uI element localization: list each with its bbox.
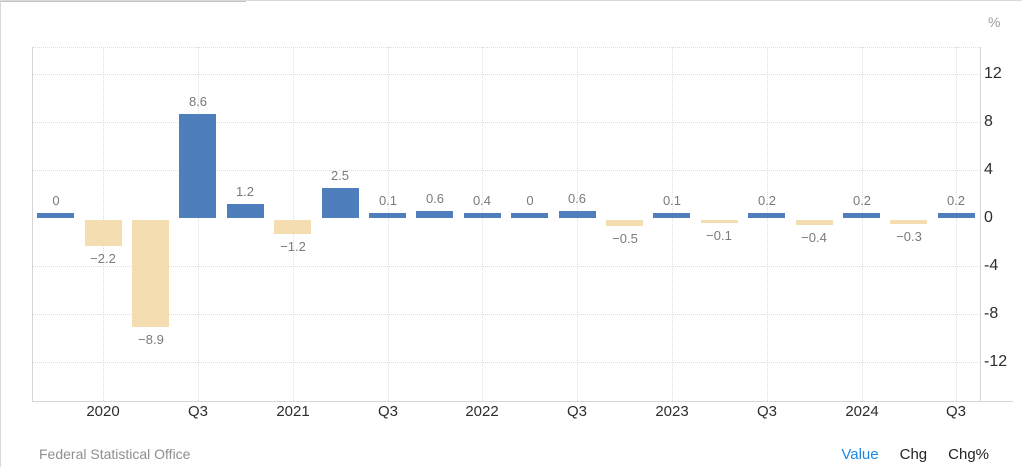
gridline-horizontal	[32, 362, 980, 363]
gridline-horizontal	[32, 122, 980, 123]
bar[interactable]	[748, 213, 785, 218]
toggle-chg-percent[interactable]: Chg%	[948, 445, 989, 463]
bar[interactable]	[369, 213, 406, 218]
gridline-vertical	[482, 47, 483, 401]
bar[interactable]	[227, 204, 264, 218]
bar-value-label: 8.6	[188, 94, 208, 109]
source-attribution: Federal Statistical Office	[39, 446, 191, 462]
x-axis-tick-label: Q3	[756, 403, 777, 420]
bar-value-label: −2.2	[90, 251, 116, 266]
toggle-chg[interactable]: Chg	[899, 445, 928, 463]
gridline-horizontal	[32, 314, 980, 315]
bar-value-label: 0.1	[378, 193, 398, 208]
gridline-vertical	[198, 47, 199, 401]
bar-value-label: 0.6	[567, 191, 587, 206]
bar-value-label: 2.5	[330, 168, 350, 183]
gridline-vertical	[672, 47, 673, 401]
bar-value-label: 0	[52, 193, 60, 208]
y-axis-unit-label: %	[988, 14, 1001, 30]
gridline-vertical	[388, 47, 389, 401]
x-axis-tick-label: Q3	[566, 403, 587, 420]
bar[interactable]	[322, 188, 359, 218]
bar-value-label: 0	[526, 193, 534, 208]
gridline-vertical	[577, 47, 578, 401]
x-axis-tick-label: 2024	[845, 403, 879, 420]
gridline-horizontal	[32, 266, 980, 267]
bar-value-label: 0.2	[852, 193, 872, 208]
x-axis-tick-label: 2023	[655, 403, 689, 420]
bar-value-label: −0.1	[706, 228, 732, 243]
x-axis-line	[32, 401, 1013, 402]
top-accent-line	[1, 1, 246, 2]
x-axis-tick-label: 2021	[276, 403, 310, 420]
toggle-value[interactable]: Value	[841, 445, 879, 463]
bar[interactable]	[37, 213, 74, 218]
x-axis-tick-label: Q3	[187, 403, 208, 420]
bar-value-label: −1.2	[280, 239, 306, 254]
gridline-horizontal	[32, 74, 980, 75]
bar[interactable]	[796, 220, 833, 225]
x-axis-tick-label: 2020	[86, 403, 120, 420]
gridline-vertical	[956, 47, 957, 401]
bar[interactable]	[890, 220, 927, 224]
y-axis-tick-label: 0	[984, 209, 993, 226]
x-axis-tick-label: Q3	[377, 403, 398, 420]
bar[interactable]	[938, 213, 975, 218]
bar[interactable]	[701, 220, 738, 223]
bar[interactable]	[179, 114, 216, 218]
x-axis-tick-label: Q3	[945, 403, 966, 420]
bar[interactable]	[511, 213, 548, 218]
bar-value-label: −0.3	[896, 229, 922, 244]
gridline-horizontal	[32, 47, 980, 48]
chart-footer: Federal Statistical Office Value Chg Chg…	[39, 444, 989, 464]
y-axis-tick-label: 12	[984, 65, 1002, 82]
bar-value-label: 0.6	[425, 191, 445, 206]
bar-value-label: 0.2	[757, 193, 777, 208]
bar[interactable]	[653, 213, 690, 218]
bar[interactable]	[606, 220, 643, 226]
bar-value-label: −0.5	[612, 231, 638, 246]
bar[interactable]	[132, 220, 169, 327]
bar-value-label: −0.4	[801, 230, 827, 245]
bar[interactable]	[274, 220, 311, 234]
gridline-horizontal	[32, 170, 980, 171]
y-axis-line-right	[980, 47, 981, 401]
bar[interactable]	[85, 220, 122, 246]
bar[interactable]	[843, 213, 880, 218]
series-mode-toggles: Value Chg Chg%	[841, 446, 989, 463]
bar[interactable]	[464, 213, 501, 218]
gridline-vertical	[862, 47, 863, 401]
bar-value-label: 0.1	[662, 193, 682, 208]
bar[interactable]	[559, 211, 596, 218]
y-axis-tick-label: -8	[984, 305, 999, 322]
bar[interactable]	[416, 211, 453, 218]
y-axis-tick-label: -12	[984, 353, 1008, 370]
bar-value-label: 0.4	[472, 193, 492, 208]
x-axis-tick-label: 2022	[465, 403, 499, 420]
y-axis-tick-label: 4	[984, 161, 993, 178]
y-axis-tick-label: 8	[984, 113, 993, 130]
gridline-vertical	[767, 47, 768, 401]
y-axis-line-left	[32, 47, 33, 401]
y-axis-tick-label: -4	[984, 257, 999, 274]
bar-value-label: 1.2	[235, 184, 255, 199]
bar-value-label: −8.9	[138, 332, 164, 347]
bar-value-label: 0.2	[946, 193, 966, 208]
